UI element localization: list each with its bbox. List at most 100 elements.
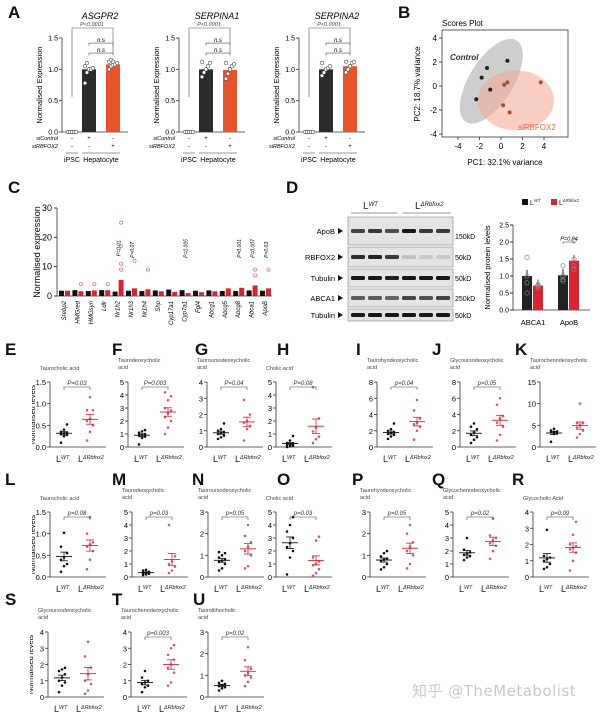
y-tick-label: 1.0 xyxy=(36,530,46,539)
data-point-wt xyxy=(219,427,223,431)
outlier-point xyxy=(266,267,271,272)
data-point-ko xyxy=(578,402,582,405)
y-tick-label: 4 xyxy=(525,508,529,517)
data-point-wt xyxy=(389,427,393,431)
y-tick-label: 2 xyxy=(369,427,373,436)
data-point-ko xyxy=(91,408,95,412)
data-point-ko xyxy=(311,441,315,445)
blot-band xyxy=(351,255,365,259)
data-point-ko xyxy=(166,684,170,687)
y-axis-label: Normalised Expression xyxy=(35,46,44,123)
p-bracket xyxy=(289,516,317,520)
bar-ko xyxy=(239,287,245,296)
y-tick-label: 4 xyxy=(40,628,44,637)
plot-title-line: Taurodeoxycholic xyxy=(122,488,165,494)
gene-label: Shp xyxy=(156,300,162,311)
plot-title-line: Taurohyodeoxycholic xyxy=(367,358,419,364)
y-tick-label: 30 xyxy=(42,203,52,213)
data-point-ko xyxy=(167,571,171,575)
y-tick-label: 2 xyxy=(445,547,449,556)
data-point xyxy=(319,73,325,78)
blot-band xyxy=(402,255,416,259)
data-point xyxy=(319,60,325,66)
x-label-ko-sup: ΔRbfox2 xyxy=(82,585,104,591)
bar-ko xyxy=(78,291,84,296)
x-label-ko-base: L xyxy=(160,584,165,594)
data-point-wt xyxy=(545,565,549,569)
ns-label: n.s xyxy=(214,38,222,44)
y-tick-label: 4 xyxy=(433,34,438,43)
data-point-ko xyxy=(568,543,572,546)
y-tick-label: 2 xyxy=(199,411,203,420)
y-tick-label: 0.5 xyxy=(36,421,46,430)
plot-title-line: acid xyxy=(530,365,540,371)
y-tick-label: 4 xyxy=(199,378,203,387)
p-value: P=0.03 xyxy=(264,242,270,258)
data-point xyxy=(110,59,116,64)
blot-label: Tubulin xyxy=(311,274,335,283)
ns-label: n.s xyxy=(334,48,342,54)
data-point xyxy=(84,70,90,75)
data-point-ko xyxy=(246,680,250,684)
plot-title: Tauroursodeoxycholic acid xyxy=(198,488,251,501)
panel-b-scores-plot: Scores Plot -4 -2 0 2 4 -4 -2 0 2 4 PC1: 32.1% vari… xyxy=(413,19,569,167)
condition-sign: - xyxy=(188,136,190,142)
x-label-ko-base: L xyxy=(481,584,486,594)
x-label-wt-base: L xyxy=(54,704,59,714)
data-point-wt xyxy=(140,690,144,694)
legend-ko-sup: ΔRbfox2 xyxy=(562,198,580,203)
data-point-ko xyxy=(246,564,250,568)
data-point-ko xyxy=(85,532,89,535)
data-point-ko xyxy=(317,567,321,571)
ns-bracket xyxy=(325,42,351,46)
gene-label: Nr1h3 xyxy=(129,300,135,317)
data-point-wt xyxy=(475,435,479,439)
outlier-point xyxy=(119,261,124,266)
x-label-ko: LΔRbfox2 xyxy=(405,454,431,464)
blot-band xyxy=(368,296,382,300)
x-label-ko-base: L xyxy=(78,454,83,464)
blot-band xyxy=(368,255,382,259)
x-label-wt-base: L xyxy=(213,454,218,464)
data-point-wt xyxy=(62,434,66,438)
x-label-wt-sup: WT xyxy=(551,455,560,461)
data-point-ko xyxy=(172,643,176,647)
x-label-ko-sup: ΔRbfox2 xyxy=(160,455,182,461)
data-point xyxy=(571,266,577,272)
data-point xyxy=(73,129,79,135)
plot-title-line: acid xyxy=(122,495,132,501)
p-bracket xyxy=(188,27,231,97)
p-value: P=0.001 xyxy=(237,239,243,258)
data-point-wt xyxy=(379,555,383,558)
y-tick-label: 1.5 xyxy=(36,378,46,387)
data-point xyxy=(345,67,351,72)
bar-wt xyxy=(85,291,91,296)
gene-label: Cyp17a1 xyxy=(169,301,175,325)
data-point-ko xyxy=(495,421,499,424)
blot-label: RBFOX2 xyxy=(305,253,335,262)
panel-letter-j: J xyxy=(432,340,442,359)
data-point-ko xyxy=(172,671,176,674)
blot-band xyxy=(351,296,365,300)
data-point-wt xyxy=(216,437,220,441)
x-label-ko: LΔRbfox2 xyxy=(236,584,262,594)
x-label-wt: LWT xyxy=(134,454,148,464)
y-axis-label: PC2: 18.7% variance xyxy=(413,46,422,122)
plot-title: Tauroursodeoxycholic acid xyxy=(197,358,250,371)
data-point-wt xyxy=(220,554,224,557)
plot-title-line: Tauroursodeoxycholic xyxy=(197,358,250,364)
data-point-wt xyxy=(144,568,148,572)
blot-band xyxy=(351,229,365,233)
data-point-wt xyxy=(552,427,556,431)
y-tick-label: 0.0 xyxy=(36,573,46,582)
x-label-ko-base: L xyxy=(78,584,83,594)
data-point xyxy=(571,256,577,262)
panel-letter-c: C xyxy=(8,178,21,197)
x-label-wt: LWT xyxy=(214,584,228,594)
data-point xyxy=(560,273,566,279)
x-label-wt-sup: WT xyxy=(61,585,70,591)
plot-title: Taurohyodeoxycholic acid xyxy=(360,488,412,501)
category-label: ABCA1 xyxy=(521,318,546,327)
